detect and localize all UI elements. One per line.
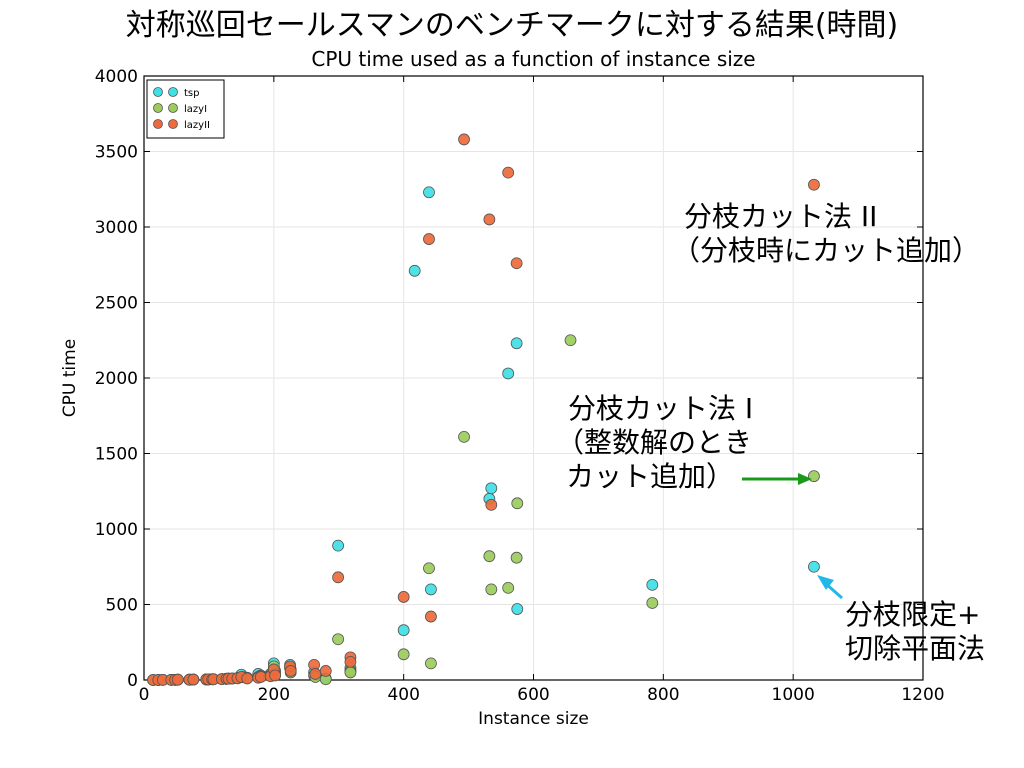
- annotation-arrowhead-bc1: [798, 473, 812, 485]
- annotation-arrowhead-bb: [817, 575, 834, 590]
- data-point-lazyII: [510, 257, 523, 270]
- annotation-line: 分枝カット法 I: [568, 392, 754, 425]
- legend-label-lazyII: lazyII: [184, 120, 210, 131]
- data-point-lazyI: [397, 648, 410, 661]
- y-tick-label: 2000: [95, 369, 138, 389]
- x-tick-label: 800: [647, 685, 679, 705]
- annotation-branch-and-cut-1: 分枝カット法 I （整数解のとき カット追加）: [556, 392, 753, 494]
- data-point-tsp: [425, 583, 437, 596]
- x-axis-label: Instance size: [478, 709, 589, 729]
- data-point-lazyII: [254, 671, 267, 683]
- data-point-lazyII: [397, 591, 410, 603]
- data-point-lazyII: [284, 665, 297, 677]
- x-tick-label: 0: [139, 685, 150, 705]
- legend-marker-lazyII: [168, 119, 178, 129]
- data-point-lazyII: [171, 673, 184, 686]
- x-tick-label: 400: [387, 685, 419, 705]
- data-point-lazyII: [309, 668, 322, 680]
- annotation-line: （整数解のとき: [556, 426, 753, 459]
- data-point-lazyI: [485, 583, 498, 596]
- data-point-tsp: [408, 264, 421, 277]
- annotation-line: カット追加）: [566, 460, 735, 493]
- y-tick-label: 0: [127, 671, 138, 691]
- series-lazyII: [147, 133, 820, 686]
- data-point-lazyII: [187, 673, 200, 686]
- data-point-lazyII: [423, 233, 435, 245]
- annotation-line: 分枝カット法 II: [684, 200, 878, 233]
- data-point-lazyI: [511, 497, 524, 510]
- legend: tsp lazyI lazyII: [146, 79, 225, 139]
- data-point-lazyII: [808, 178, 820, 191]
- data-point-lazyI: [646, 597, 659, 609]
- data-point-lazyI: [502, 581, 515, 594]
- data-point-lazyI: [425, 657, 437, 670]
- legend-marker-tsp: [153, 87, 163, 97]
- data-point-lazyII: [502, 166, 515, 179]
- data-point-tsp: [423, 186, 435, 199]
- data-point-tsp: [397, 624, 410, 637]
- data-point-lazyII: [483, 213, 496, 226]
- data-point-lazyI: [564, 334, 577, 347]
- data-point-tsp: [510, 337, 523, 350]
- data-point-lazyI: [808, 470, 820, 483]
- annotation-line: 切除平面法: [845, 632, 986, 665]
- data-point-lazyI: [332, 633, 345, 646]
- data-point-lazyI: [344, 666, 357, 679]
- data-point-lazyI: [458, 430, 470, 443]
- data-point-tsp: [502, 367, 515, 380]
- x-tick-label: 600: [517, 685, 549, 705]
- data-point-tsp: [808, 560, 820, 573]
- legend-marker-lazyI: [153, 103, 163, 113]
- legend-label-tsp: tsp: [184, 88, 199, 99]
- y-tick-label: 4000: [95, 67, 138, 87]
- data-point-lazyII: [485, 498, 498, 511]
- annotation-line: （分枝時にカット追加）: [672, 234, 981, 267]
- legend-marker-tsp: [168, 87, 178, 97]
- annotation-line: 分枝限定+: [845, 598, 981, 631]
- data-point-tsp: [511, 603, 524, 615]
- data-point-tsp: [646, 578, 659, 591]
- x-tick-label: 1200: [901, 685, 944, 705]
- annotation-branch-and-bound-cutting-plane: 分枝限定+ 切除平面法: [845, 598, 985, 666]
- annotation-branch-and-cut-2: 分枝カット法 II （分枝時にカット追加）: [672, 200, 980, 268]
- data-point-lazyI: [483, 550, 496, 563]
- data-point-tsp: [485, 482, 498, 495]
- data-point-lazyII: [332, 571, 345, 584]
- data-point-lazyI: [510, 551, 523, 564]
- y-axis-label: CPU time: [60, 339, 80, 417]
- legend-marker-lazyII: [153, 119, 163, 129]
- legend-marker-lazyI: [168, 103, 178, 113]
- y-tick-label: 1500: [95, 445, 138, 465]
- y-tick-label: 500: [106, 596, 138, 616]
- slide-title: 対称巡回セールスマンのベンチマークに対する結果(時間): [125, 8, 899, 43]
- data-point-lazyII: [241, 672, 254, 685]
- data-point-lazyII: [458, 133, 470, 146]
- y-tick-label: 2500: [95, 294, 138, 314]
- data-point-lazyII: [344, 655, 357, 668]
- data-point-lazyII: [269, 669, 282, 682]
- chart-title: CPU time used as a function of instance …: [311, 47, 755, 71]
- y-tick-label: 3000: [95, 218, 138, 238]
- x-tick-label: 1000: [772, 685, 815, 705]
- data-point-lazyII: [425, 610, 437, 623]
- legend-label-lazyI: lazyI: [184, 104, 207, 115]
- data-point-lazyII: [319, 665, 332, 677]
- data-point-lazyI: [423, 562, 435, 575]
- y-tick-label: 3500: [95, 143, 138, 163]
- x-tick-label: 200: [258, 685, 290, 705]
- data-point-tsp: [332, 539, 345, 552]
- y-tick-label: 1000: [95, 520, 138, 540]
